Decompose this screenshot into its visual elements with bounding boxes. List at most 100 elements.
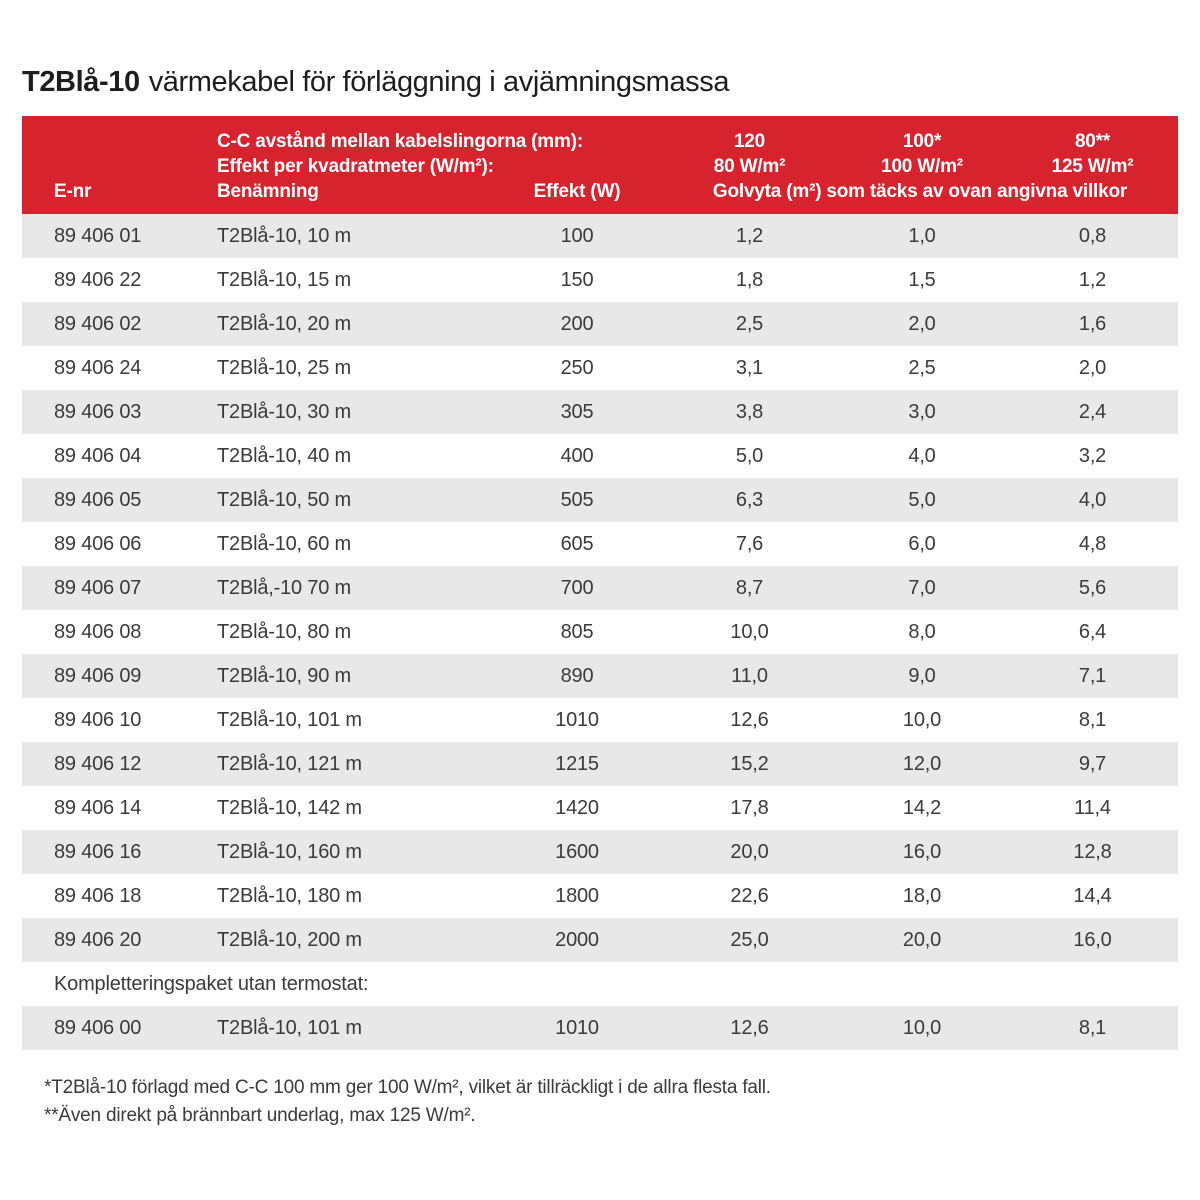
golvyta-120-cell: 3,8 [735, 400, 764, 423]
e-nr-cell: 89 406 07 [54, 576, 142, 599]
golvyta-80-cell: 4,8 [1078, 532, 1107, 555]
e-nr-cell: 89 406 00 [54, 1016, 142, 1039]
golvyta-80-cell: 11,4 [1074, 796, 1111, 819]
golvyta-120-cell: 25,0 [730, 928, 769, 951]
table-row: 89 406 03 T2Blå-10, 30 m 305 3,8 3,0 2,4 [22, 390, 1178, 434]
e-nr-cell: 89 406 24 [54, 356, 142, 379]
benamning-cell: T2Blå-10, 101 m [217, 1016, 362, 1039]
golvyta-120-cell: 7,6 [735, 532, 764, 555]
effekt-cell: 250 [560, 356, 594, 379]
golvyta-100-cell: 4,0 [908, 444, 936, 467]
effekt-cell: 100 [560, 224, 594, 247]
golvyta-120-cell: 12,6 [730, 708, 769, 731]
golvyta-80-cell: 2,4 [1078, 400, 1107, 423]
e-nr-cell: 89 406 02 [54, 312, 142, 335]
golvyta-80-cell: 0,8 [1078, 224, 1107, 247]
golvyta-80-cell: 12,8 [1073, 840, 1112, 863]
page-title-rest: värmekabel för förläggning i avjämningsm… [148, 66, 730, 98]
golvyta-80-cell: 4,0 [1078, 488, 1107, 511]
page: T2Blå-10 värmekabel för förläggning i avj… [22, 66, 1178, 1130]
e-nr-cell: 89 406 08 [54, 620, 142, 643]
benamning-cell: T2Blå-10, 60 m [217, 532, 351, 555]
golvyta-100-cell: 20,0 [902, 928, 942, 951]
golvyta-80-cell: 8,1 [1078, 1016, 1107, 1039]
benamning-cell: T2Blå-10, 200 m [217, 928, 362, 951]
benamning-cell: T2Blå-10, 50 m [217, 488, 351, 511]
golvyta-120-cell: 22,6 [730, 884, 769, 907]
header-effekt-per-label: Effekt per kvadratmeter (W/m²): [217, 156, 494, 177]
table-row: 89 406 05 T2Blå-10, 50 m 505 6,3 5,0 4,0 [22, 478, 1178, 522]
table-row: 89 406 12 T2Blå-10, 121 m 1215 15,2 12,0… [22, 742, 1178, 786]
e-nr-cell: 89 406 12 [54, 752, 142, 775]
effekt-cell: 700 [560, 576, 594, 599]
e-nr-cell: 89 406 04 [54, 444, 142, 467]
golvyta-100-cell: 10,0 [902, 708, 942, 731]
benamning-cell: T2Blå,-10 70 m [217, 576, 351, 599]
golvyta-80-cell: 8,1 [1078, 708, 1107, 731]
golvyta-120-cell: 10,0 [730, 620, 769, 643]
golvyta-100-cell: 1,0 [908, 224, 936, 247]
golvyta-120-cell: 1,8 [735, 268, 764, 291]
benamning-cell: T2Blå-10, 20 m [217, 312, 351, 335]
golvyta-120-cell: 3,1 [735, 356, 764, 379]
benamning-cell: T2Blå-10, 80 m [217, 620, 351, 643]
header-cc-distance-label: C-C avstånd mellan kabelslingorna (mm): [217, 131, 583, 152]
effekt-cell: 400 [560, 444, 594, 467]
header-spacing-100: 100* [902, 131, 942, 152]
table-row: 89 406 18 T2Blå-10, 180 m 1800 22,6 18,0… [22, 874, 1178, 918]
table-row: 89 406 20 T2Blå-10, 200 m 2000 25,0 20,0… [22, 918, 1178, 962]
section-row: Kompletteringspaket utan termostat: [22, 962, 1178, 1006]
product-name: T2Blå-10 [22, 66, 140, 98]
effekt-cell: 1600 [555, 840, 599, 863]
footnotes: *T2Blå-10 förlagd med C-C 100 mm ger 100… [22, 1074, 1178, 1130]
table-row: 89 406 08 T2Blå-10, 80 m 805 10,0 8,0 6,… [22, 610, 1178, 654]
table-row-extra: 89 406 00 T2Blå-10, 101 m 1010 12,6 10,0… [22, 1006, 1178, 1050]
table-row: 89 406 07 T2Blå,-10 70 m 700 8,7 7,0 5,6 [22, 566, 1178, 610]
header-benamning: Benämning [217, 181, 319, 202]
effekt-cell: 305 [560, 400, 594, 423]
golvyta-100-cell: 16,0 [902, 840, 942, 863]
golvyta-80-cell: 2,0 [1078, 356, 1107, 379]
page-title: T2Blå-10 värmekabel för förläggning i avj… [22, 66, 1178, 99]
e-nr-cell: 89 406 16 [54, 840, 142, 863]
golvyta-100-cell: 5,0 [908, 488, 936, 511]
table-row: 89 406 16 T2Blå-10, 160 m 1600 20,0 16,0… [22, 830, 1178, 874]
benamning-cell: T2Blå-10, 180 m [217, 884, 362, 907]
golvyta-100-cell: 6,0 [908, 532, 936, 555]
benamning-cell: T2Blå-10, 30 m [217, 400, 351, 423]
golvyta-120-cell: 15,2 [730, 752, 769, 775]
golvyta-100-cell: 2,0 [908, 312, 936, 335]
header-power-125: 125 W/m² [1051, 156, 1134, 177]
benamning-cell: T2Blå-10, 101 m [217, 708, 362, 731]
golvyta-120-cell: 2,5 [735, 312, 764, 335]
effekt-cell: 1010 [555, 1016, 599, 1039]
header-golvyta-span: Golvyta (m²) som täcks av ovan angivna v… [712, 181, 1128, 202]
table-body: 89 406 01 T2Blå-10, 10 m 100 1,2 1,0 0,8… [22, 214, 1178, 962]
golvyta-100-cell: 2,5 [908, 356, 936, 379]
golvyta-100-cell: 3,0 [908, 400, 936, 423]
golvyta-80-cell: 16,0 [1073, 928, 1112, 951]
e-nr-cell: 89 406 09 [54, 664, 142, 687]
table-row: 89 406 24 T2Blå-10, 25 m 250 3,1 2,5 2,0 [22, 346, 1178, 390]
header-e-nr: E-nr [54, 181, 92, 202]
effekt-cell: 200 [560, 312, 594, 335]
golvyta-100-cell: 8,0 [908, 620, 936, 643]
golvyta-100-cell: 10,0 [902, 1016, 942, 1039]
golvyta-100-cell: 9,0 [908, 664, 936, 687]
e-nr-cell: 89 406 10 [54, 708, 142, 731]
golvyta-120-cell: 20,0 [730, 840, 769, 863]
table-row: 89 406 22 T2Blå-10, 15 m 150 1,8 1,5 1,2 [22, 258, 1178, 302]
header-spacing-120: 120 [733, 131, 766, 152]
effekt-cell: 805 [560, 620, 594, 643]
golvyta-120-cell: 11,0 [731, 664, 768, 687]
effekt-cell: 1215 [555, 752, 599, 775]
product-table: C-C avstånd mellan kabelslingorna (mm): … [22, 116, 1178, 1050]
golvyta-80-cell: 14,4 [1073, 884, 1112, 907]
effekt-cell: 605 [560, 532, 594, 555]
e-nr-cell: 89 406 20 [54, 928, 142, 951]
effekt-cell: 150 [560, 268, 594, 291]
footnote-1: *T2Blå-10 förlagd med C-C 100 mm ger 100… [44, 1077, 771, 1098]
benamning-cell: T2Blå-10, 142 m [217, 796, 362, 819]
effekt-cell: 505 [560, 488, 594, 511]
golvyta-120-cell: 6,3 [735, 488, 764, 511]
